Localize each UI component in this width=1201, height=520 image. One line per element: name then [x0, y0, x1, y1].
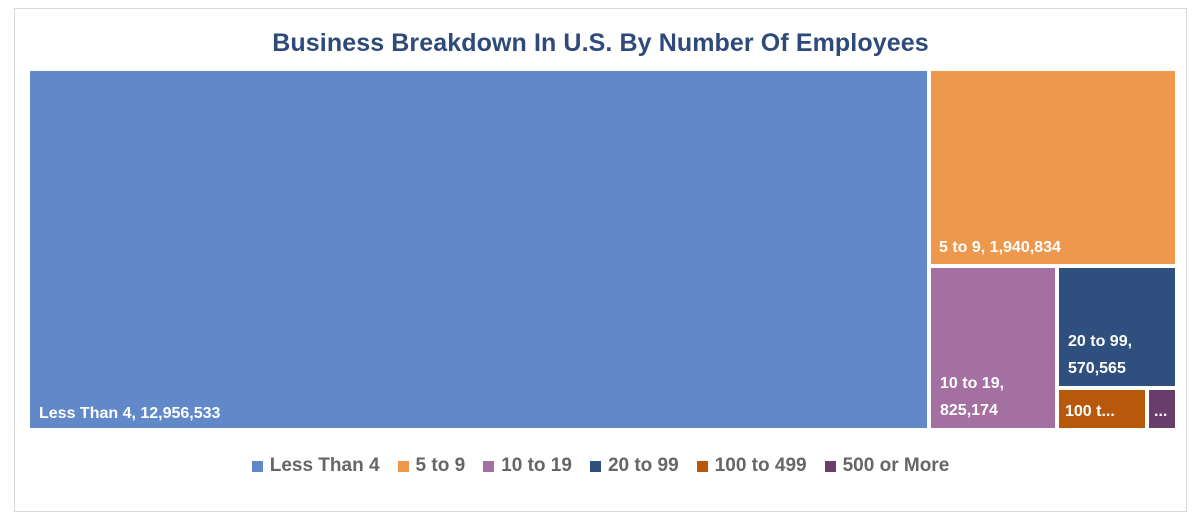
legend-swatch	[824, 460, 836, 472]
legend-swatch	[696, 460, 708, 472]
tile-less-than-4	[30, 71, 927, 428]
data-label-500-or-more: ...	[1154, 403, 1167, 420]
legend-item-500-or-more: 500 or More	[824, 455, 950, 477]
chart-title: Business Breakdown In U.S. By Number Of …	[272, 29, 929, 57]
legend-label: 5 to 9	[415, 455, 466, 476]
legend-label: 20 to 99	[607, 455, 679, 476]
legend-swatch	[483, 460, 495, 472]
legend-swatch	[397, 460, 409, 472]
data-label-10-to-19: 825,174	[940, 402, 998, 419]
legend-item-less-than-4: Less Than 4	[251, 455, 380, 477]
legend-item-10-to-19: 10 to 19	[483, 455, 572, 477]
legend-label: 500 or More	[842, 455, 950, 476]
tile-500-or-more	[1149, 390, 1175, 428]
tile-20-to-99	[1059, 268, 1175, 386]
data-label-20-to-99: 20 to 99,	[1068, 333, 1132, 350]
data-label-5-to-9: 5 to 9, 1,940,834	[939, 239, 1061, 256]
data-label-10-to-19: 10 to 19,	[940, 375, 1004, 392]
legend-label: Less Than 4	[269, 455, 380, 476]
legend-item-5-to-9: 5 to 9	[397, 455, 466, 477]
legend-swatch	[251, 460, 263, 472]
data-label-100-to-499: 100 t...	[1065, 403, 1115, 420]
legend-item-100-to-499: 100 to 499	[696, 455, 807, 477]
legend-swatch	[589, 460, 601, 472]
legend-item-20-to-99: 20 to 99	[589, 455, 679, 477]
legend-label: 100 to 499	[714, 455, 807, 476]
tile-5-to-9	[931, 71, 1175, 264]
chart-legend: Less Than 4 5 to 9 10 to 19 20 to 99 100 to …	[0, 455, 1201, 477]
data-label-20-to-99: 570,565	[1068, 360, 1126, 377]
tile-10-to-19	[931, 268, 1055, 428]
legend-label: 10 to 19	[501, 455, 572, 476]
data-label-less-than-4: Less Than 4, 12,956,533	[39, 405, 221, 422]
tile-100-to-499	[1059, 390, 1145, 428]
